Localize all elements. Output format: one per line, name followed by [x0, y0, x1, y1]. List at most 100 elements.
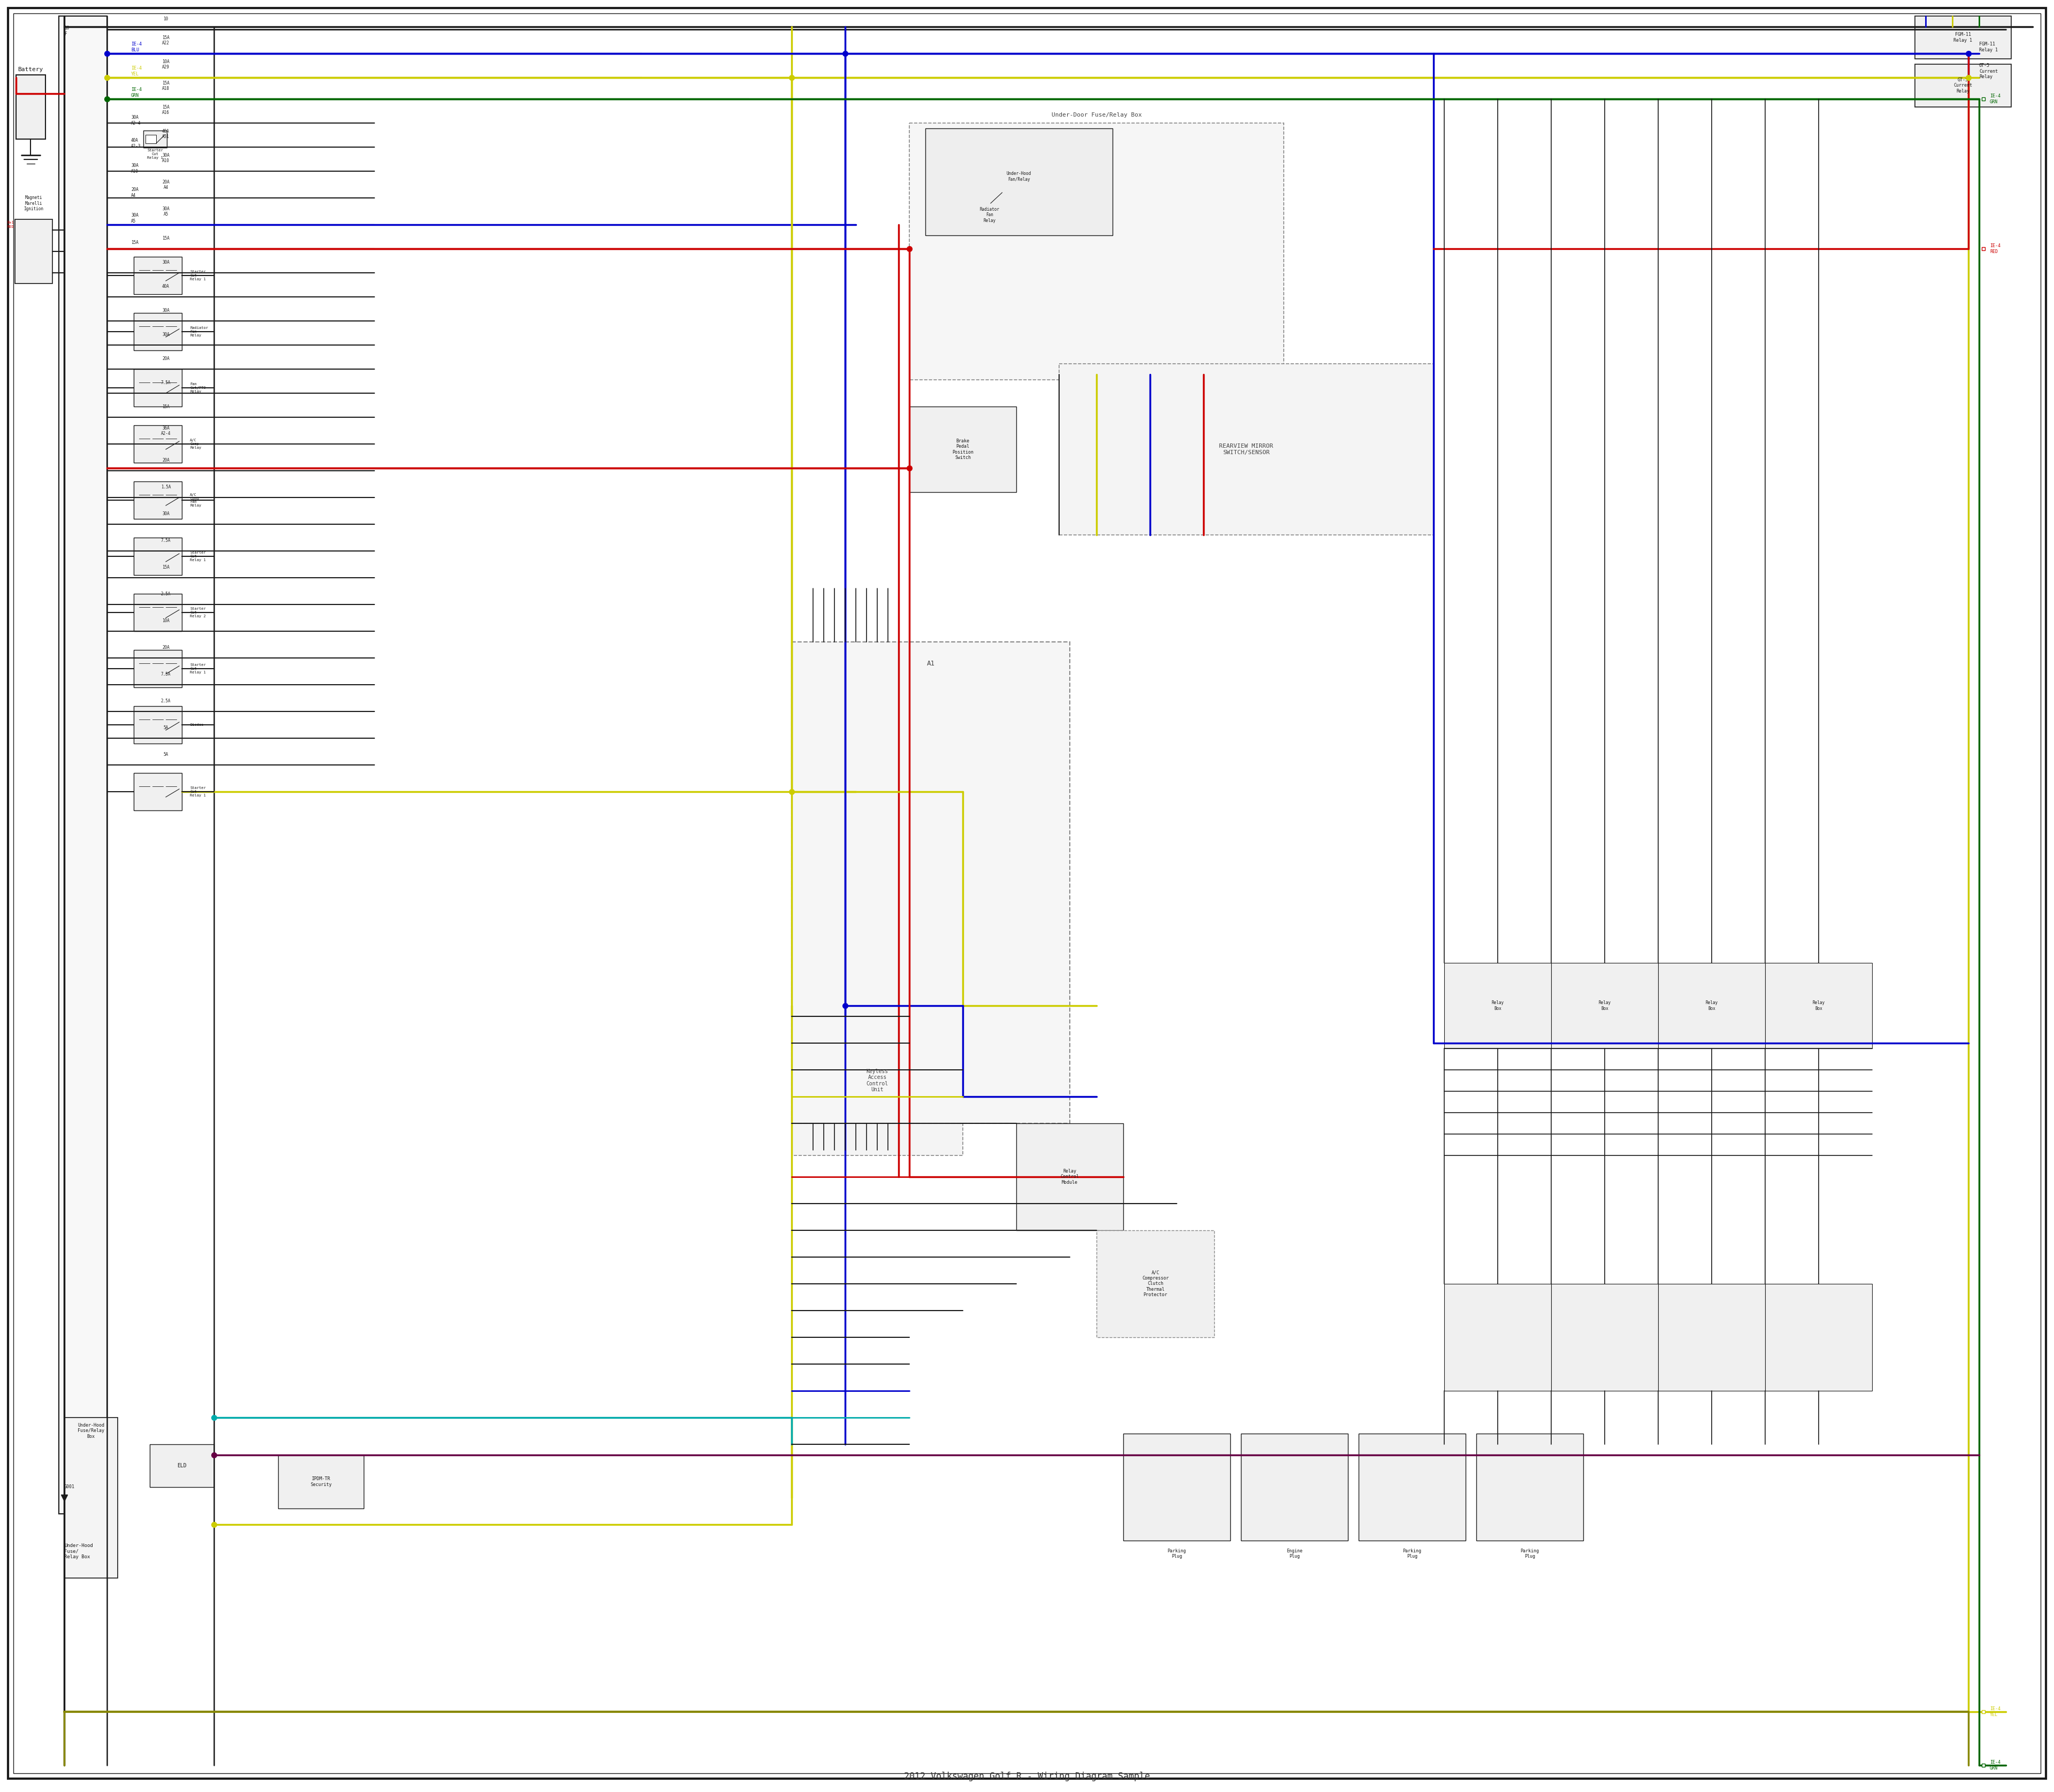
Text: Relay
Box: Relay Box — [1705, 1000, 1717, 1011]
Bar — [1241, 1434, 1347, 1541]
Bar — [791, 642, 1070, 1124]
Text: 20A
A4: 20A A4 — [162, 179, 170, 190]
Bar — [1124, 1434, 1230, 1541]
Text: GT-5
Current
Relay: GT-5 Current Relay — [1980, 63, 1999, 79]
Text: Relay
Box: Relay Box — [1491, 1000, 1504, 1011]
Text: 20A: 20A — [162, 459, 170, 462]
Text: Radiator
Fan
Relay: Radiator Fan Relay — [189, 326, 207, 337]
Text: Engine
Plug: Engine Plug — [1286, 1548, 1302, 1559]
Text: Starter
Cut
Relay 1: Starter Cut Relay 1 — [189, 271, 205, 281]
Text: 30A: 30A — [162, 260, 170, 265]
Text: Under-Hood
Fuse/Relay
Box: Under-Hood Fuse/Relay Box — [78, 1423, 105, 1439]
Text: 7.5A: 7.5A — [160, 380, 170, 385]
Bar — [277, 1455, 364, 1509]
Bar — [60, 16, 107, 1514]
Bar — [134, 538, 183, 575]
Text: 20A
A4: 20A A4 — [131, 188, 138, 197]
Bar — [1658, 962, 1764, 1048]
Text: 30A
A10: 30A A10 — [131, 163, 138, 174]
Text: Relay
Box: Relay Box — [1812, 1000, 1824, 1011]
Text: Parking
Plug: Parking Plug — [1520, 1548, 1538, 1559]
Bar — [791, 1005, 963, 1156]
Text: 7.5A: 7.5A — [160, 538, 170, 543]
Bar — [1551, 1283, 1658, 1391]
Text: 15A: 15A — [162, 564, 170, 570]
Text: IPDM-TR
Security: IPDM-TR Security — [310, 1477, 331, 1487]
Bar — [134, 706, 183, 744]
Text: 40A: 40A — [162, 285, 170, 289]
Text: Radiator
Fan
Relay: Radiator Fan Relay — [980, 208, 1000, 222]
Bar — [134, 772, 183, 810]
Bar — [926, 129, 1113, 235]
Text: 20A: 20A — [162, 357, 170, 360]
Text: 10A: 10A — [162, 618, 170, 624]
Bar — [1477, 1434, 1584, 1541]
Text: 30A
A5: 30A A5 — [162, 206, 170, 217]
Text: Relay
Control
Module: Relay Control Module — [1060, 1168, 1078, 1185]
Text: FGM-11
Relay 1: FGM-11 Relay 1 — [1953, 32, 1972, 43]
Text: 40A
A2-3: 40A A2-3 — [131, 138, 142, 149]
Text: Starter
Cut
Relay 1: Starter Cut Relay 1 — [189, 550, 205, 561]
Bar — [1914, 65, 2011, 108]
Bar — [144, 131, 166, 147]
Text: 15A: 15A — [162, 237, 170, 240]
Text: 5A: 5A — [164, 726, 168, 729]
Bar — [134, 650, 183, 688]
Bar — [134, 425, 183, 462]
Text: Parking
Plug: Parking Plug — [1167, 1548, 1185, 1559]
Bar — [150, 1444, 214, 1487]
Bar — [1444, 1283, 1551, 1391]
Text: Under-Door Fuse/Relay Box: Under-Door Fuse/Relay Box — [1052, 113, 1142, 118]
Bar — [910, 124, 1284, 380]
Bar — [1017, 1124, 1124, 1231]
Text: 10A
A29: 10A A29 — [162, 59, 170, 70]
Text: 15A
A18: 15A A18 — [162, 81, 170, 91]
Text: 15A
A22: 15A A22 — [162, 36, 170, 45]
Text: 5A: 5A — [164, 753, 168, 756]
Bar — [146, 134, 156, 143]
Text: 10: 10 — [164, 16, 168, 22]
Text: IE-4
GRN: IE-4 GRN — [1990, 93, 2001, 104]
Text: IE-4
YEL: IE-4 YEL — [131, 66, 142, 77]
Text: IE-4
YEL: IE-4 YEL — [1990, 1706, 2001, 1717]
Text: GT-5
Current
Relay: GT-5 Current Relay — [1953, 77, 1972, 93]
Text: Battery: Battery — [18, 66, 43, 72]
Bar — [14, 219, 53, 283]
Text: Keyless
Access
Control
Unit: Keyless Access Control Unit — [867, 1068, 887, 1093]
Text: Diodes: Diodes — [189, 724, 203, 726]
Text: Fan
Cut/PTO
Relay: Fan Cut/PTO Relay — [189, 382, 205, 392]
Text: 2.5A: 2.5A — [160, 699, 170, 704]
Text: 40A
A31: 40A A31 — [162, 129, 170, 140]
Text: Starter
Cut
Relay 1: Starter Cut Relay 1 — [189, 787, 205, 797]
Bar — [1444, 962, 1551, 1048]
Bar — [1097, 1231, 1214, 1337]
Text: IE-4
BLU: IE-4 BLU — [131, 41, 142, 52]
Text: 15A: 15A — [162, 405, 170, 409]
Text: B+1
RED: B+1 RED — [8, 220, 14, 228]
Text: A/C
Comp
Relay: A/C Comp Relay — [189, 439, 201, 450]
Bar — [976, 186, 1004, 208]
Text: 15A
A16: 15A A16 — [162, 104, 170, 115]
Bar — [1551, 962, 1658, 1048]
Text: FGM-11
Relay 1: FGM-11 Relay 1 — [1980, 41, 1999, 52]
Bar — [1764, 962, 1871, 1048]
Bar — [134, 369, 183, 407]
Text: 30A
A2-4: 30A A2-4 — [131, 115, 142, 125]
Text: A/C
Cond
Fan
Relay: A/C Cond Fan Relay — [189, 493, 201, 507]
Text: A1: A1 — [926, 659, 935, 667]
Text: Starter
Cut
Relay 1: Starter Cut Relay 1 — [148, 149, 162, 159]
Text: 30A
A5: 30A A5 — [131, 213, 138, 224]
Text: 30A: 30A — [162, 332, 170, 337]
Bar — [1060, 364, 1434, 536]
Text: 30A: 30A — [162, 308, 170, 314]
Text: IE-4
RED: IE-4 RED — [1990, 244, 2001, 254]
Text: Starter
Cut
Relay 1: Starter Cut Relay 1 — [189, 663, 205, 674]
Text: 30A: 30A — [162, 511, 170, 516]
Text: Parking
Plug: Parking Plug — [1403, 1548, 1421, 1559]
Bar — [134, 256, 183, 294]
Text: Under-Hood
Fan/Relay: Under-Hood Fan/Relay — [1006, 172, 1031, 181]
Bar — [64, 1417, 117, 1579]
Text: REARVIEW MIRROR
SWITCH/SENSOR: REARVIEW MIRROR SWITCH/SENSOR — [1220, 444, 1273, 455]
Text: Relay
Box: Relay Box — [1598, 1000, 1610, 1011]
Text: 10
F: 10 F — [64, 25, 70, 36]
